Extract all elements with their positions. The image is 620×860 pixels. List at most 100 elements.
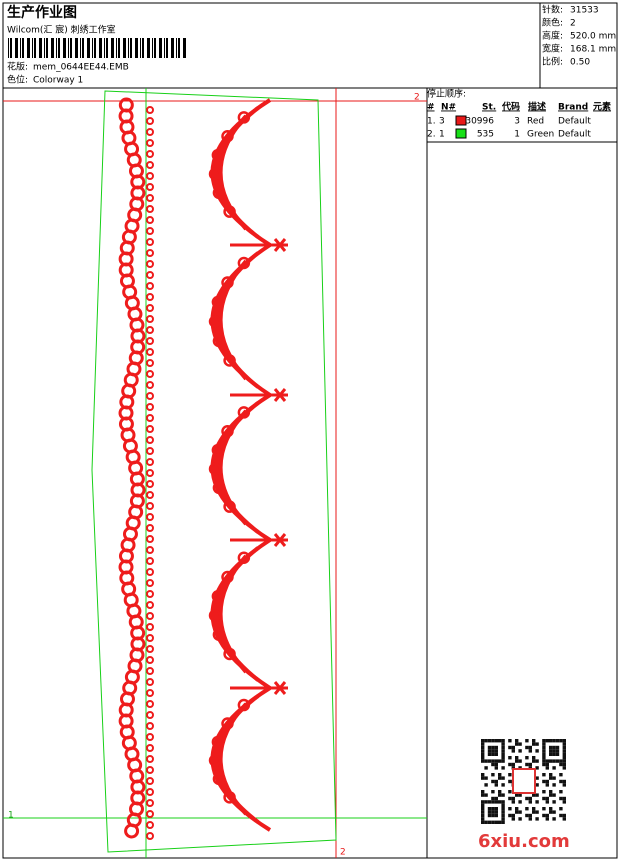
qr-module	[525, 756, 529, 760]
qr-module	[532, 810, 536, 814]
qr-module	[508, 796, 512, 801]
lace-curl	[237, 698, 251, 712]
qr-module	[542, 752, 546, 756]
lace-loop	[146, 810, 154, 818]
lace-curl	[211, 443, 225, 457]
lace-curl	[237, 551, 251, 565]
column-header: 描述	[528, 101, 546, 113]
qr-module	[481, 817, 485, 821]
info: 针数: 31533 颜色: 2 高度: 520.0 mm 宽度: 168.1 mm 比例: 0.5…	[542, 4, 616, 68]
bar-stripe	[68, 38, 69, 58]
qr-module	[494, 779, 498, 784]
qr-module	[545, 800, 549, 804]
lace-tip	[230, 681, 288, 695]
lace-curl	[208, 609, 222, 622]
bar-stripe	[140, 38, 141, 58]
bar-stripe	[111, 38, 114, 58]
qr-module	[542, 773, 546, 777]
marker: 1	[8, 811, 14, 821]
lace-loop	[146, 359, 154, 367]
qr-module	[542, 796, 546, 801]
lace-loop	[146, 700, 154, 708]
qr-module	[498, 759, 502, 763]
barcode	[8, 38, 186, 58]
qr-module	[562, 759, 566, 763]
bar-stripe	[56, 38, 57, 58]
bar-stripe	[39, 38, 42, 58]
qr-module	[542, 749, 546, 753]
qr-module	[508, 790, 512, 794]
qr-module	[525, 807, 529, 811]
qr-module	[487, 807, 492, 811]
qr-module	[515, 807, 519, 811]
lace-loop	[146, 282, 154, 290]
qr-module	[501, 776, 505, 780]
lace-curl	[212, 186, 226, 200]
column-header: N#	[441, 103, 456, 113]
qr-module	[542, 813, 546, 818]
qr-module	[487, 810, 492, 814]
qr-module	[518, 749, 522, 753]
qr-module	[481, 739, 485, 743]
qr-module	[545, 739, 549, 743]
lace-curl	[208, 167, 222, 181]
qr-module	[528, 796, 532, 801]
qr-module	[532, 807, 536, 811]
qr-module	[542, 790, 546, 794]
qr-module	[501, 810, 505, 814]
qr-module	[535, 742, 539, 746]
qr-module	[491, 779, 495, 784]
lace-loop	[124, 823, 140, 839]
qr-module	[555, 749, 560, 753]
qr-module	[559, 739, 563, 743]
lace-loop	[146, 491, 154, 499]
qr-module	[518, 810, 522, 814]
qr-module	[481, 820, 485, 824]
qr-module	[498, 800, 502, 804]
lace-curl	[211, 589, 225, 603]
qr-module	[545, 779, 549, 784]
qr-module	[484, 739, 488, 743]
qr-module	[494, 762, 498, 767]
qr-module	[484, 800, 488, 804]
qr-module	[532, 793, 536, 797]
qr-module	[487, 800, 492, 804]
qr-module	[525, 762, 529, 767]
qr-module	[552, 745, 556, 750]
qr-module	[481, 810, 485, 814]
qr-module	[498, 790, 502, 794]
lace-loop	[146, 744, 154, 752]
qr-module	[552, 752, 556, 756]
qr-module	[498, 793, 502, 797]
info-label: 宽度:	[542, 43, 563, 55]
description: Red	[527, 117, 544, 127]
lace-curl	[212, 628, 226, 641]
row-index: 1.	[427, 117, 436, 127]
qr-module	[545, 783, 549, 787]
lace-loop	[146, 425, 154, 433]
lace-loop	[146, 128, 154, 136]
qr-module	[501, 756, 505, 760]
qr-module	[511, 762, 515, 767]
qr-module	[518, 766, 522, 770]
qr-module	[481, 745, 485, 750]
qr-module	[481, 790, 485, 794]
needle: 3	[439, 117, 445, 127]
qr-module	[498, 739, 502, 743]
info-value: 520.0 mm	[570, 32, 616, 42]
info-value: 0.50	[570, 58, 590, 68]
qr-module	[487, 739, 492, 743]
qr-module	[535, 800, 539, 804]
qr-module	[491, 759, 495, 763]
qr-module	[525, 813, 529, 818]
lace-loop	[146, 447, 154, 455]
qr-module	[491, 790, 495, 794]
brand: Default	[558, 130, 591, 140]
qr-module	[508, 762, 512, 767]
qr-module	[552, 800, 556, 804]
qr-module	[525, 745, 529, 750]
qr-module	[542, 745, 546, 750]
qr-module	[491, 745, 495, 750]
qr-module	[545, 766, 549, 770]
